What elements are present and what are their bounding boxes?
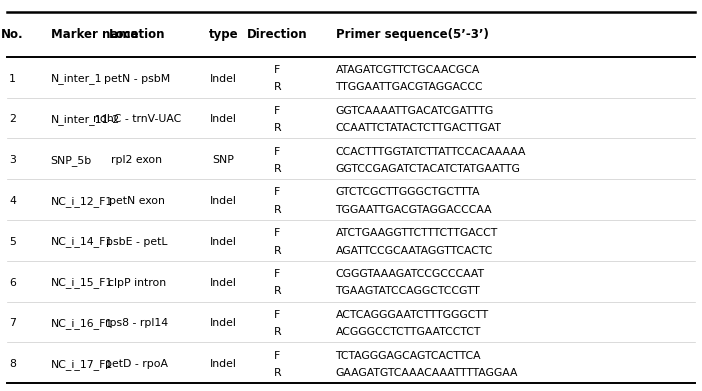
Text: F: F [274,106,280,116]
Text: F: F [274,65,280,75]
Text: ACGGGCCTCTTGAATCCTCT: ACGGGCCTCTTGAATCCTCT [336,327,481,337]
Text: F: F [274,147,280,156]
Text: Indel: Indel [210,74,237,84]
Text: Indel: Indel [210,319,237,328]
Text: clpP intron: clpP intron [108,278,166,288]
Text: R: R [274,205,281,215]
Text: Indel: Indel [210,115,237,124]
Text: 3: 3 [9,155,16,165]
Text: NC_i_16_F1: NC_i_16_F1 [51,318,113,329]
Text: CCACTTTGGTATCTTATTCCACAAAAA: CCACTTTGGTATCTTATTCCACAAAAA [336,147,526,156]
Text: N_inter_1: N_inter_1 [51,73,102,84]
Text: rps8 - rpl14: rps8 - rpl14 [105,319,168,328]
Text: TCTAGGGAGCAGTCACTTCA: TCTAGGGAGCAGTCACTTCA [336,351,481,361]
Text: petN exon: petN exon [109,196,165,206]
Text: NC_i_14_F1: NC_i_14_F1 [51,237,113,248]
Text: R: R [274,286,281,296]
Text: 5: 5 [9,237,16,247]
Text: GGTCCGAGATCTACATCTATGAATTG: GGTCCGAGATCTACATCTATGAATTG [336,164,520,174]
Text: R: R [274,327,281,337]
Text: R: R [274,123,281,133]
Text: petN - psbM: petN - psbM [104,74,170,84]
Text: Indel: Indel [210,359,237,369]
Text: F: F [274,351,280,361]
Text: Direction: Direction [247,28,307,41]
Text: 7: 7 [9,319,16,328]
Text: F: F [274,269,280,279]
Text: R: R [274,82,281,92]
Text: 2: 2 [9,115,16,124]
Text: CCAATTCTATACTCTTGACTTGAT: CCAATTCTATACTCTTGACTTGAT [336,123,501,133]
Text: type: type [208,28,238,41]
Text: petD - rpoA: petD - rpoA [105,359,168,369]
Text: TGAAGTATCCAGGCTCCGTT: TGAAGTATCCAGGCTCCGTT [336,286,480,296]
Text: NC_i_12_F1: NC_i_12_F1 [51,196,113,206]
Text: ACTCAGGGAATCTTTGGGCTT: ACTCAGGGAATCTTTGGGCTT [336,310,489,320]
Text: GAAGATGTCAAACAAATTTTAGGAA: GAAGATGTCAAACAAATTTTAGGAA [336,368,518,378]
Text: GTCTCGCTTGGGCTGCTTTA: GTCTCGCTTGGGCTGCTTTA [336,187,480,197]
Text: AGATTCCGCAATAGGTTCACTC: AGATTCCGCAATAGGTTCACTC [336,246,493,256]
Text: 6: 6 [9,278,16,288]
Text: No.: No. [1,28,24,41]
Text: Primer sequence(5’-3’): Primer sequence(5’-3’) [336,28,489,41]
Text: Indel: Indel [210,237,237,247]
Text: N_inter_11-2: N_inter_11-2 [51,114,119,125]
Text: ATCTGAAGGTTCTTTCTTGACCT: ATCTGAAGGTTCTTTCTTGACCT [336,228,498,238]
Text: ATAGATCGTTCTGCAACGCA: ATAGATCGTTCTGCAACGCA [336,65,480,75]
Text: NC_i_15_F1: NC_i_15_F1 [51,277,113,288]
Text: F: F [274,228,280,238]
Text: 8: 8 [9,359,16,369]
Text: GGTCAAAATTGACATCGATTTG: GGTCAAAATTGACATCGATTTG [336,106,494,116]
Text: Marker name: Marker name [51,28,138,41]
Text: ndhC - trnV-UAC: ndhC - trnV-UAC [93,115,181,124]
Text: F: F [274,187,280,197]
Text: R: R [274,368,281,378]
Text: SNP: SNP [212,155,234,165]
Text: TTGGAATTGACGTAGGACCC: TTGGAATTGACGTAGGACCC [336,82,483,92]
Text: Indel: Indel [210,278,237,288]
Text: R: R [274,246,281,256]
Text: Location: Location [109,28,165,41]
Text: rpl2 exon: rpl2 exon [112,155,162,165]
Text: psbE - petL: psbE - petL [106,237,168,247]
Text: 4: 4 [9,196,16,206]
Text: R: R [274,164,281,174]
Text: NC_i_17_F1: NC_i_17_F1 [51,359,113,370]
Text: CGGGTAAAGATCCGCCCAAT: CGGGTAAAGATCCGCCCAAT [336,269,484,279]
Text: Indel: Indel [210,196,237,206]
Text: 1: 1 [9,74,16,84]
Text: SNP_5b: SNP_5b [51,155,92,166]
Text: TGGAATTGACGTAGGACCCAA: TGGAATTGACGTAGGACCCAA [336,205,492,215]
Text: F: F [274,310,280,320]
